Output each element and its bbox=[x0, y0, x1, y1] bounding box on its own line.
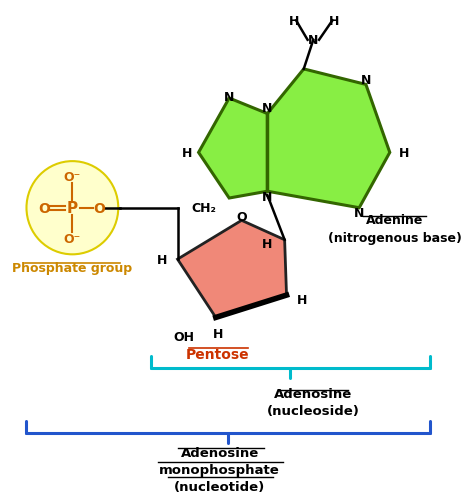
Circle shape bbox=[27, 162, 118, 255]
Text: O: O bbox=[38, 201, 50, 215]
Text: H: H bbox=[289, 15, 300, 28]
Text: N: N bbox=[361, 74, 371, 87]
Text: H: H bbox=[262, 237, 273, 250]
Text: N: N bbox=[308, 34, 319, 47]
Text: Phosphate group: Phosphate group bbox=[12, 262, 132, 275]
Text: H: H bbox=[182, 147, 192, 159]
Text: N: N bbox=[224, 90, 234, 103]
Text: CH₂: CH₂ bbox=[191, 202, 216, 215]
Text: H: H bbox=[297, 294, 307, 307]
Text: O⁻: O⁻ bbox=[64, 171, 81, 184]
Text: O: O bbox=[93, 201, 105, 215]
Text: H: H bbox=[212, 328, 223, 341]
Text: O⁻: O⁻ bbox=[64, 233, 81, 246]
Text: O: O bbox=[236, 210, 247, 223]
Text: H: H bbox=[157, 253, 167, 266]
Text: N: N bbox=[354, 207, 365, 219]
Polygon shape bbox=[178, 221, 287, 318]
Text: H: H bbox=[329, 15, 339, 28]
Text: Adenine
(nitrogenous base): Adenine (nitrogenous base) bbox=[328, 213, 462, 244]
Polygon shape bbox=[199, 99, 267, 198]
Text: OH: OH bbox=[174, 331, 195, 344]
Text: P: P bbox=[67, 201, 78, 216]
Text: N: N bbox=[262, 190, 273, 203]
Text: N: N bbox=[262, 102, 273, 115]
Text: Adenosine
(nucleoside): Adenosine (nucleoside) bbox=[267, 388, 360, 417]
Text: Pentose: Pentose bbox=[186, 347, 249, 361]
Polygon shape bbox=[267, 70, 390, 208]
Text: Adenosine
monophosphate
(nucleotide): Adenosine monophosphate (nucleotide) bbox=[159, 446, 280, 492]
Text: H: H bbox=[399, 147, 410, 159]
